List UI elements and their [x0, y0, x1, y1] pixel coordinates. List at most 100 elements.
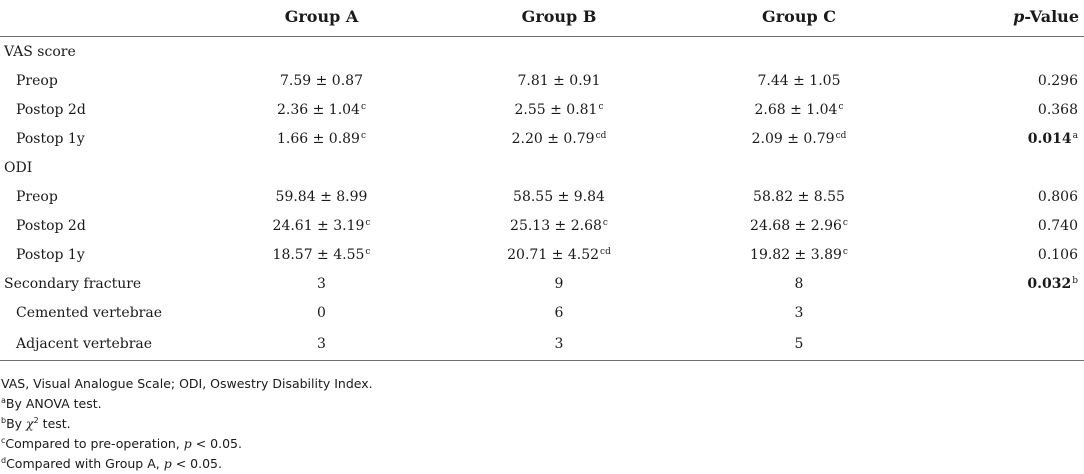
cell-value: 24.68 ± 2.96 — [750, 217, 842, 234]
footnote-mark: cd — [835, 130, 847, 141]
footnote-text: < 0.05. — [191, 436, 242, 451]
row-label: ODI — [4, 159, 33, 176]
cell-group-a: 24.61 ± 3.19c — [204, 211, 439, 240]
table-row: Postop 2d 2.36 ± 1.04c 2.55 ± 0.81c 2.68… — [0, 95, 1084, 124]
p-symbol: p — [163, 456, 172, 471]
header-group-b: Group B — [439, 0, 679, 37]
cell-group-c: 7.44 ± 1.05 — [757, 72, 841, 89]
footnote-mark: c — [842, 246, 848, 257]
row-label: Secondary fracture — [4, 275, 142, 292]
table-row: ODI — [0, 153, 1084, 182]
row-label: Postop 2d — [16, 217, 86, 234]
cell-group-b: 2.20 ± 0.79cd — [439, 124, 679, 153]
footnote-d: dCompared with Group A, p < 0.05. — [1, 454, 373, 474]
cell-p-value: 0.106 — [1037, 246, 1078, 263]
cell-group-b — [439, 153, 679, 182]
footnote-mark: c — [365, 217, 371, 228]
results-table: Group A Group B Group C p-Value VAS scor… — [0, 0, 1084, 361]
cell-group-c: 3 — [794, 304, 804, 321]
footnote-mark: c — [1, 436, 6, 445]
footnote-text: By ANOVA test. — [5, 396, 102, 411]
cell-p-value — [919, 327, 1084, 361]
cell-group-a: 7.59 ± 0.87 — [280, 72, 363, 89]
table-row: Postop 1y 18.57 ± 4.55c 20.71 ± 4.52cd 1… — [0, 240, 1084, 269]
cell-p-value: 0.740 — [1037, 217, 1078, 234]
footnote-mark: c — [360, 130, 367, 141]
cell-value: 2.20 ± 0.79 — [511, 130, 595, 147]
footnote-text: < 0.05. — [171, 456, 222, 471]
cell-value: 2.09 ± 0.79 — [751, 130, 835, 147]
footnote-mark: a — [1072, 130, 1078, 141]
row-label: Postop 1y — [16, 246, 85, 263]
cell-value: 2.68 ± 1.04 — [754, 101, 838, 118]
cell-group-c: 5 — [679, 327, 919, 361]
cell-group-b: 2.55 ± 0.81c — [439, 95, 679, 124]
cell-group-a: 0 — [317, 304, 326, 321]
footnote-mark: c — [360, 101, 367, 112]
footnote-b: bBy χ2 test. — [1, 414, 373, 434]
header-row: Group A Group B Group C p-Value — [0, 0, 1084, 37]
footnote-mark: c — [842, 217, 848, 228]
cell-group-a — [204, 37, 439, 67]
table-row: VAS score — [0, 37, 1084, 67]
header-group-c: Group C — [679, 0, 919, 37]
footnote-abbreviations: VAS, Visual Analogue Scale; ODI, Oswestr… — [1, 376, 373, 391]
footnote-mark: b — [1072, 275, 1078, 286]
table-footnotes: VAS, Visual Analogue Scale; ODI, Oswestr… — [1, 374, 373, 474]
cell-p-value: 0.296 — [1037, 72, 1078, 89]
cell-group-c: 19.82 ± 3.89c — [679, 240, 919, 269]
footnote-a: aBy ANOVA test. — [1, 394, 373, 414]
table-row: Adjacent vertebrae 3 3 5 — [0, 327, 1084, 361]
cell-group-c: 2.09 ± 0.79cd — [679, 124, 919, 153]
table-row: Cemented vertebrae 0 6 3 — [0, 298, 1084, 327]
header-p-value: p-Value — [919, 0, 1084, 37]
footnote-c: cCompared to pre-operation, p < 0.05. — [1, 434, 373, 454]
cell-group-b: 7.81 ± 0.91 — [517, 72, 601, 89]
cell-group-c — [679, 37, 919, 67]
p-symbol: p — [183, 436, 192, 451]
chi-exponent: 2 — [33, 416, 39, 425]
cell-p-value: 0.014a — [919, 124, 1084, 153]
footnote-mark: c — [365, 246, 371, 257]
cell-value: 24.61 ± 3.19 — [272, 217, 365, 234]
table-row: Secondary fracture 3 9 8 0.032b — [0, 269, 1084, 298]
table-row: Postop 2d 24.61 ± 3.19c 25.13 ± 2.68c 24… — [0, 211, 1084, 240]
footnote-mark: c — [838, 101, 844, 112]
row-label: Cemented vertebrae — [16, 304, 162, 321]
header-blank — [0, 0, 204, 37]
cell-value: 18.57 ± 4.55 — [272, 246, 365, 263]
cell-group-b — [439, 37, 679, 67]
footnote-mark: d — [1, 456, 7, 465]
cell-group-b: 58.55 ± 9.84 — [513, 188, 605, 205]
footnote-mark: c — [598, 101, 604, 112]
cell-group-a — [204, 153, 439, 182]
row-label: Postop 1y — [16, 130, 85, 147]
header-p-italic: p — [1013, 6, 1025, 26]
significant-p-value: 0.032 — [1027, 275, 1072, 292]
row-label: Preop — [16, 188, 58, 205]
footnote-mark: cd — [600, 246, 611, 257]
cell-group-c — [679, 153, 919, 182]
cell-p-value — [919, 298, 1084, 327]
cell-p-value: 0.806 — [1037, 188, 1078, 205]
cell-group-b: 9 — [554, 275, 564, 292]
row-label: Postop 2d — [16, 101, 86, 118]
table-row: Preop 59.84 ± 8.99 58.55 ± 9.84 58.82 ± … — [0, 182, 1084, 211]
cell-group-b: 25.13 ± 2.68c — [439, 211, 679, 240]
table-row: Postop 1y 1.66 ± 0.89c 2.20 ± 0.79cd 2.0… — [0, 124, 1084, 153]
table-row: Preop 7.59 ± 0.87 7.81 ± 0.91 7.44 ± 1.0… — [0, 66, 1084, 95]
footnote-text: Compared to pre-operation, — [5, 436, 184, 451]
row-label: VAS score — [4, 43, 76, 60]
cell-group-c: 8 — [794, 275, 804, 292]
cell-group-b: 20.71 ± 4.52cd — [439, 240, 679, 269]
cell-p-value: 0.032b — [919, 269, 1084, 298]
footnote-mark: a — [1, 396, 6, 405]
cell-group-b: 3 — [439, 327, 679, 361]
header-group-a: Group A — [204, 0, 439, 37]
cell-value: 25.13 ± 2.68 — [510, 217, 602, 234]
chi-symbol: χ — [26, 416, 34, 431]
cell-group-a: 1.66 ± 0.89c — [204, 124, 439, 153]
footnote-mark: c — [602, 217, 608, 228]
footnote-mark: cd — [595, 130, 607, 141]
cell-group-a: 18.57 ± 4.55c — [204, 240, 439, 269]
